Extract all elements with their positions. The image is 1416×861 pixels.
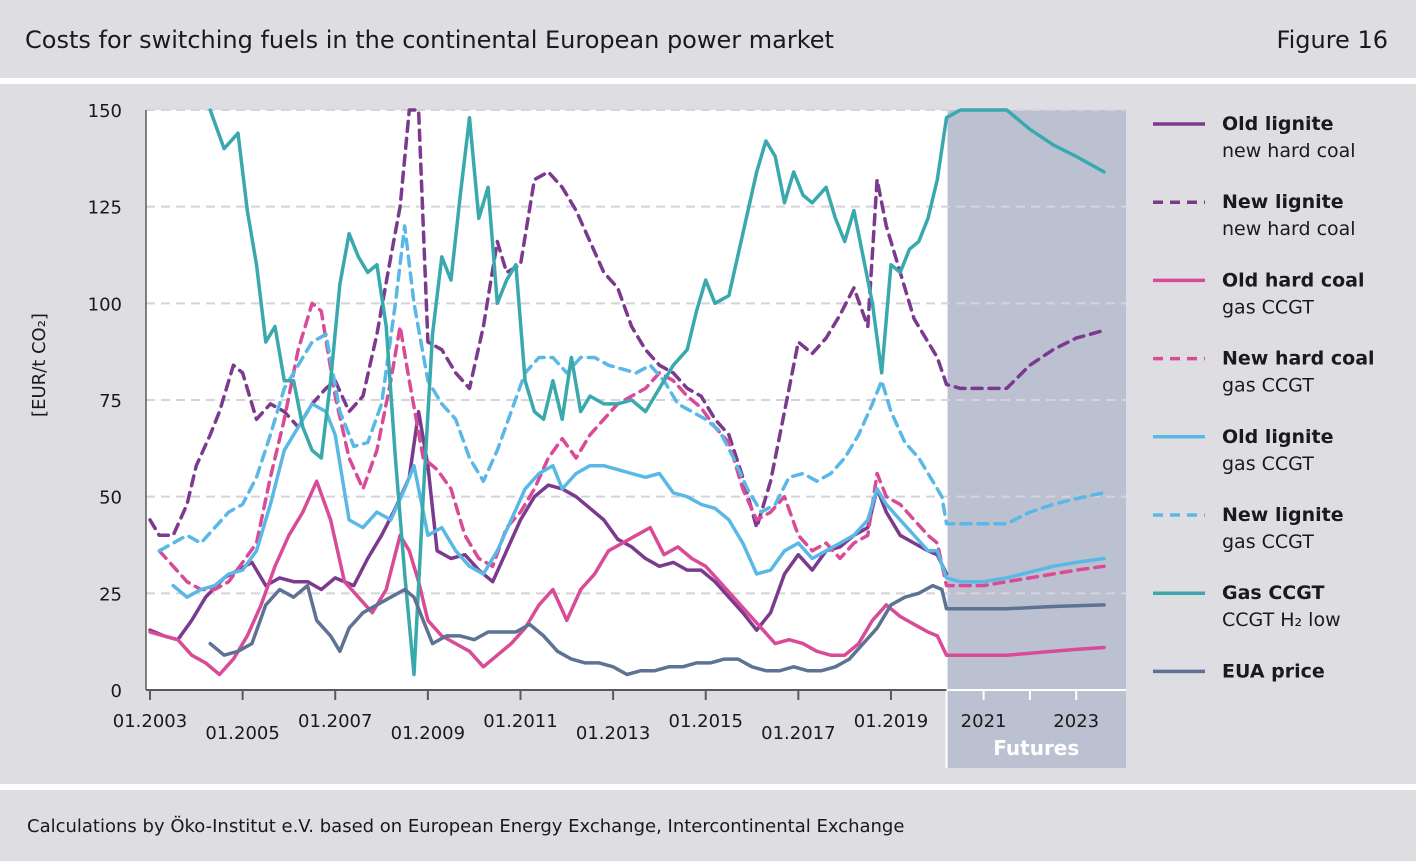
x-tick-label: 01.2007 xyxy=(298,711,372,732)
y-tick-label: 0 xyxy=(111,681,122,702)
chart-title: Costs for switching fuels in the contine… xyxy=(25,26,834,54)
x-tick-label: 2021 xyxy=(961,711,1007,732)
legend-sublabel-5: gas CCGT xyxy=(1222,531,1314,553)
legend-label-1: New lignite xyxy=(1222,191,1344,213)
legend-sublabel-3: gas CCGT xyxy=(1222,375,1314,397)
x-tick-label: 01.2003 xyxy=(113,711,187,732)
y-axis: 0 25 50 75 100 125 150 xyxy=(88,101,122,702)
x-tick-label: 01.2015 xyxy=(669,711,743,732)
series-lines xyxy=(148,108,1106,677)
legend-label-2: Old hard coal xyxy=(1222,269,1364,291)
series-line-3 xyxy=(157,301,1106,592)
y-tick-label: 100 xyxy=(88,294,122,315)
figure-number: Figure 16 xyxy=(1276,26,1388,54)
y-tick-label: 125 xyxy=(88,198,122,219)
legend-sublabel-1: new hard coal xyxy=(1222,218,1356,240)
legend-sublabel-6: CCGT H₂ low xyxy=(1222,609,1341,631)
legend-label-3: New hard coal xyxy=(1222,348,1375,370)
futures-label: Futures xyxy=(993,736,1079,760)
legend-label-6: Gas CCGT xyxy=(1222,582,1324,604)
legend-label-4: Old lignite xyxy=(1222,426,1334,448)
y-tick-label: 50 xyxy=(99,488,122,509)
legend-sublabel-2: gas CCGT xyxy=(1222,296,1314,318)
legend-sublabel-0: new hard coal xyxy=(1222,140,1356,162)
x-axis: 01.2003 01.2005 01.2007 01.2009 01.2011 01.20… xyxy=(113,110,1126,744)
x-tick-label: 2023 xyxy=(1053,711,1099,732)
series-line-2 xyxy=(148,479,1106,677)
legend-sublabel-4: gas CCGT xyxy=(1222,453,1314,475)
series-line-6 xyxy=(208,108,1106,677)
y-tick-label: 25 xyxy=(99,584,122,605)
x-tick-label: 01.2019 xyxy=(854,711,928,732)
y-tick-label: 75 xyxy=(99,391,122,412)
y-tick-label: 150 xyxy=(88,101,122,122)
header-bar xyxy=(0,0,1416,78)
y-axis-label: [EUR/t CO₂] xyxy=(29,313,50,417)
x-tick-label: 01.2013 xyxy=(576,723,650,744)
series-line-4 xyxy=(171,402,1106,599)
series-line-7 xyxy=(208,583,1106,677)
x-tick-label: 01.2005 xyxy=(205,723,279,744)
footer-bar xyxy=(0,790,1416,861)
legend-label-7: EUA price xyxy=(1222,660,1325,682)
source-note: Calculations by Öko-Institut e.V. based … xyxy=(27,816,905,837)
x-tick-label: 01.2017 xyxy=(761,723,835,744)
legend-label-5: New lignite xyxy=(1222,504,1344,526)
series-line-5 xyxy=(157,224,1106,553)
legend-label-0: Old lignite xyxy=(1222,113,1334,135)
series-line-1 xyxy=(148,108,1106,538)
x-tick-label: 01.2011 xyxy=(483,711,557,732)
x-tick-label: 01.2009 xyxy=(391,723,465,744)
futures-region xyxy=(946,110,1126,768)
legend: Old lignite new hard coal New lignite new h… xyxy=(1153,113,1375,682)
